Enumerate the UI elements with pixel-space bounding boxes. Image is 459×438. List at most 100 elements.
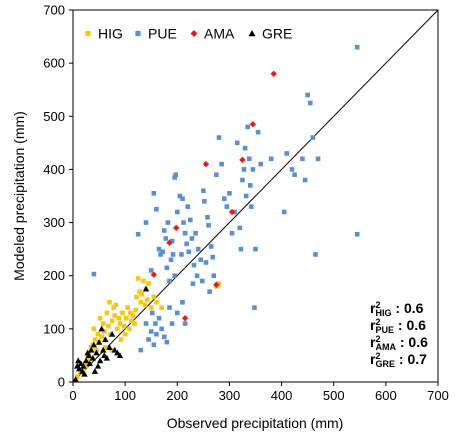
hig-point xyxy=(87,355,92,361)
hig-point xyxy=(148,305,154,310)
hig-point xyxy=(74,374,80,379)
pue-point xyxy=(315,156,321,162)
pue-point xyxy=(174,310,180,316)
gre-point xyxy=(89,354,97,361)
pue-point xyxy=(268,156,274,162)
hig-point xyxy=(137,289,143,294)
x-tick-label: 500 xyxy=(323,388,345,403)
pue-point xyxy=(143,220,149,225)
hig-point xyxy=(91,326,97,332)
pue-point xyxy=(281,209,287,215)
pue-point xyxy=(172,273,177,279)
hig-point xyxy=(154,299,159,305)
gre-point xyxy=(108,330,116,337)
pue-point xyxy=(245,124,250,130)
pue-point xyxy=(173,172,179,178)
pue-point xyxy=(249,204,254,209)
hig-point xyxy=(104,310,110,316)
pue-point xyxy=(253,246,258,252)
gre-point xyxy=(86,360,93,366)
hig-point xyxy=(121,323,127,329)
pue-point xyxy=(172,175,177,180)
hig-point xyxy=(139,292,145,297)
hig-point xyxy=(107,299,112,305)
ama-point xyxy=(166,239,173,246)
pue-point xyxy=(167,305,172,310)
ama-point xyxy=(228,208,236,216)
pue-point xyxy=(167,278,172,284)
pue-point xyxy=(154,331,159,337)
pue-point xyxy=(151,191,157,196)
pue-point xyxy=(229,230,235,236)
pue-point xyxy=(219,161,224,167)
y-tick-label: 0 xyxy=(58,375,65,390)
pue-point xyxy=(161,228,167,233)
pue-point xyxy=(179,252,184,257)
hig-point xyxy=(146,281,151,286)
gre-point xyxy=(106,344,113,351)
pue-point xyxy=(169,238,175,244)
pue-point xyxy=(189,236,195,241)
pue-point xyxy=(164,265,170,271)
hig-point xyxy=(125,305,131,310)
pue-point xyxy=(190,281,196,286)
hig-point xyxy=(109,347,114,353)
hig-point xyxy=(92,337,98,342)
pue-point xyxy=(193,230,198,236)
hig-point xyxy=(151,294,157,300)
pue-point xyxy=(186,249,192,255)
data-points xyxy=(72,44,360,382)
pue-point xyxy=(354,44,360,50)
gre-point xyxy=(95,338,103,345)
pue-point xyxy=(216,135,222,140)
pue-point xyxy=(307,100,313,106)
pue-point xyxy=(181,220,186,225)
pue-point xyxy=(184,241,189,247)
pue-point xyxy=(207,289,212,294)
gre-point xyxy=(116,352,124,358)
pue-point xyxy=(154,206,159,212)
hig-point xyxy=(138,299,144,305)
pue-point xyxy=(180,299,185,305)
y-tick-label: 300 xyxy=(43,215,65,230)
ama-point xyxy=(213,281,220,288)
gre-point xyxy=(102,336,109,343)
y-tick-label: 700 xyxy=(43,3,65,18)
pue-point xyxy=(195,246,201,252)
pue-point xyxy=(191,262,197,268)
hig-point xyxy=(142,302,148,308)
pue-point xyxy=(198,257,204,263)
pue-point xyxy=(241,167,247,172)
pue-point xyxy=(180,196,185,201)
pue-point xyxy=(185,204,191,209)
hig-point xyxy=(81,366,86,372)
hig-point xyxy=(132,321,137,326)
hig-point xyxy=(83,363,88,369)
x-tick-label: 100 xyxy=(114,388,136,403)
pue-point xyxy=(153,321,158,326)
hig-point xyxy=(116,315,122,321)
pue-point xyxy=(255,129,261,135)
hig-point xyxy=(122,331,128,337)
gre-point xyxy=(101,352,108,358)
pue-point xyxy=(300,156,305,162)
r-squared-label: r2 GRE : 0.7 xyxy=(370,351,427,369)
hig-point xyxy=(135,276,141,281)
r-squared-value: 0.7 xyxy=(407,351,427,367)
legend-marker-hig xyxy=(85,30,91,37)
y-axis-label: Modeled precipitation (mm) xyxy=(11,111,27,281)
pue-point xyxy=(289,167,295,172)
gre-point xyxy=(98,325,105,332)
x-tick-label: 200 xyxy=(166,388,188,403)
pue-point xyxy=(354,231,360,237)
hig-point xyxy=(97,315,103,321)
pue-point xyxy=(135,231,141,237)
y-tick-label: 500 xyxy=(43,109,65,124)
hig-point xyxy=(113,302,119,308)
pue-point xyxy=(148,268,154,273)
hig-point xyxy=(117,321,123,326)
gre-point xyxy=(94,362,102,369)
pue-point xyxy=(258,161,264,167)
hig-point xyxy=(100,321,106,326)
